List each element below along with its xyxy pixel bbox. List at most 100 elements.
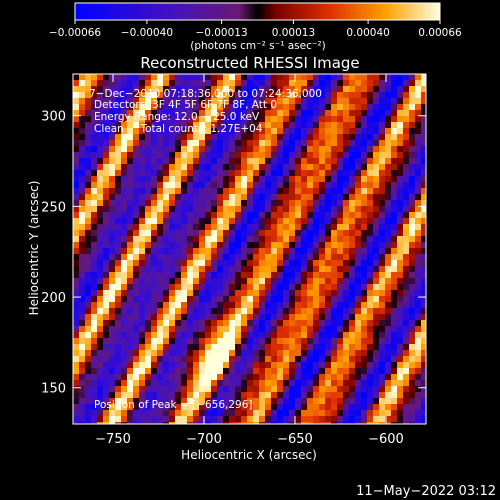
heatmap-pixel — [391, 242, 397, 248]
heatmap-pixel — [247, 248, 253, 254]
heatmap-pixel — [205, 350, 211, 356]
heatmap-pixel — [337, 248, 343, 254]
heatmap-pixel — [199, 344, 205, 350]
heatmap-pixel — [103, 314, 109, 320]
heatmap-pixel — [289, 134, 295, 140]
heatmap-pixel — [175, 128, 181, 134]
heatmap-pixel — [193, 128, 199, 134]
heatmap-pixel — [175, 398, 181, 404]
heatmap-pixel — [367, 128, 373, 134]
heatmap-pixel — [325, 158, 331, 164]
heatmap-pixel — [301, 206, 307, 212]
heatmap-pixel — [283, 410, 289, 416]
heatmap-pixel — [151, 308, 157, 314]
heatmap-pixel — [415, 188, 421, 194]
heatmap-pixel — [397, 350, 403, 356]
heatmap-pixel — [145, 350, 151, 356]
heatmap-pixel — [121, 356, 127, 362]
heatmap-pixel — [157, 266, 163, 272]
heatmap-pixel — [277, 170, 283, 176]
heatmap-pixel — [367, 152, 373, 158]
heatmap-pixel — [85, 104, 91, 110]
heatmap-pixel — [421, 92, 426, 98]
heatmap-pixel — [397, 368, 403, 374]
heatmap-pixel — [229, 308, 235, 314]
heatmap-pixel — [319, 86, 325, 92]
heatmap-pixel — [415, 296, 421, 302]
heatmap-pixel — [355, 98, 361, 104]
heatmap-pixel — [103, 320, 109, 326]
heatmap-pixel — [187, 326, 193, 332]
heatmap-pixel — [391, 260, 397, 266]
heatmap-pixel — [145, 410, 151, 416]
heatmap-pixel — [109, 152, 115, 158]
heatmap-pixel — [133, 110, 139, 116]
heatmap-pixel — [211, 206, 217, 212]
heatmap-pixel — [271, 296, 277, 302]
heatmap-pixel — [235, 350, 241, 356]
heatmap-pixel — [373, 212, 379, 218]
heatmap-pixel — [79, 344, 85, 350]
heatmap-pixel — [133, 326, 139, 332]
heatmap-pixel — [211, 284, 217, 290]
heatmap-pixel — [313, 278, 319, 284]
heatmap-pixel — [295, 314, 301, 320]
heatmap-pixel — [187, 332, 193, 338]
heatmap-pixel — [295, 398, 301, 404]
heatmap-pixel — [121, 314, 127, 320]
heatmap-pixel — [295, 308, 301, 314]
heatmap-pixel — [307, 224, 313, 230]
heatmap-pixel — [289, 230, 295, 236]
heatmap-pixel — [313, 164, 319, 170]
heatmap-pixel — [355, 230, 361, 236]
heatmap-pixel — [253, 362, 259, 368]
heatmap-pixel — [127, 98, 133, 104]
heatmap-pixel — [271, 242, 277, 248]
heatmap-pixel — [295, 374, 301, 380]
heatmap-pixel — [265, 272, 271, 278]
heatmap-pixel — [337, 272, 343, 278]
heatmap-pixel — [325, 410, 331, 416]
heatmap-pixel — [91, 182, 97, 188]
heatmap-pixel — [307, 170, 313, 176]
colorbar-tick-label: 0.00040 — [346, 27, 389, 39]
heatmap-pixel — [85, 194, 91, 200]
heatmap-pixel — [337, 158, 343, 164]
heatmap-pixel — [91, 416, 97, 422]
heatmap-pixel — [103, 176, 109, 182]
heatmap-pixel — [241, 422, 247, 424]
heatmap-pixel — [103, 98, 109, 104]
heatmap-pixel — [283, 296, 289, 302]
heatmap-pixel — [103, 392, 109, 398]
y-tick-label: 200 — [41, 291, 66, 306]
heatmap-pixel — [343, 362, 349, 368]
heatmap-pixel — [373, 290, 379, 296]
heatmap-pixel — [205, 242, 211, 248]
heatmap-pixel — [337, 104, 343, 110]
heatmap-pixel — [79, 158, 85, 164]
heatmap-pixel — [169, 404, 175, 410]
heatmap-pixel — [151, 140, 157, 146]
heatmap-pixel — [241, 224, 247, 230]
heatmap-pixel — [115, 350, 121, 356]
heatmap-pixel — [175, 290, 181, 296]
heatmap-pixel — [97, 158, 103, 164]
heatmap-pixel — [301, 230, 307, 236]
heatmap-pixel — [403, 260, 409, 266]
heatmap-pixel — [337, 230, 343, 236]
heatmap-pixel — [403, 278, 409, 284]
heatmap-pixel — [247, 410, 253, 416]
heatmap-pixel — [163, 122, 169, 128]
heatmap-pixel — [85, 230, 91, 236]
heatmap-pixel — [217, 92, 223, 98]
heatmap-pixel — [157, 188, 163, 194]
heatmap-pixel — [121, 230, 127, 236]
heatmap-pixel — [205, 104, 211, 110]
heatmap-pixel — [175, 350, 181, 356]
colorbar-tick-label: −0.00040 — [121, 27, 173, 39]
heatmap-pixel — [115, 278, 121, 284]
heatmap-pixel — [199, 296, 205, 302]
heatmap-pixel — [199, 260, 205, 266]
heatmap-pixel — [205, 212, 211, 218]
heatmap-pixel — [217, 146, 223, 152]
